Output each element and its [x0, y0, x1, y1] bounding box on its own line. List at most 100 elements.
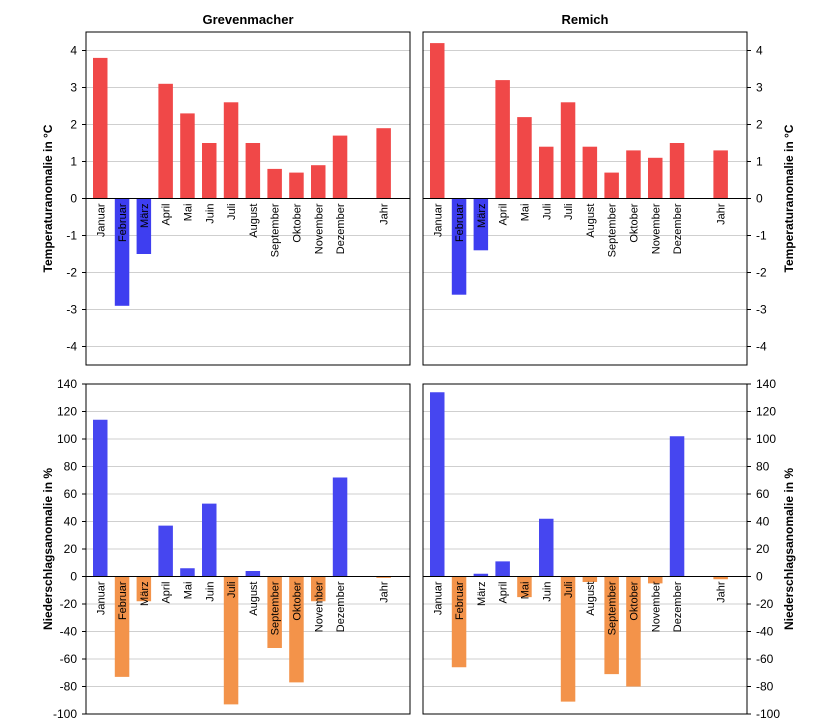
y-tick-label: 2 [70, 118, 77, 132]
y-tick-label: 120 [57, 405, 77, 419]
month-label-oktober: Oktober [628, 203, 640, 242]
bar-juin [202, 503, 217, 577]
bar-november [648, 576, 663, 584]
chart-panel-precip-remich: -100 -80 -60 -40 -20 0 20 40 60 80 100 120 140 Nieder… [422, 377, 796, 721]
bar-dezember [669, 436, 685, 577]
month-label-juli: Juli [541, 204, 553, 221]
bar-november [311, 576, 326, 602]
month-label-november: November [650, 581, 662, 632]
chart-panel-temp-grevenmacher: -4 -3 -2 -1 0 1 2 3 4 Temperaturanomalie in °C Gre… [41, 12, 411, 366]
month-label-september: September [270, 203, 282, 257]
month-label-november: November [313, 203, 325, 254]
month-label-januar: Januar [432, 581, 444, 615]
y-tick-label: 4 [70, 44, 77, 58]
bar-april [495, 80, 510, 199]
y-tick-label: 100 [57, 432, 77, 446]
bar-november [648, 157, 663, 199]
bar-mai [180, 113, 195, 199]
y-tick-label: 20 [756, 542, 770, 556]
month-label-november: November [313, 581, 325, 632]
month-label-jahr: Jahr [379, 581, 391, 603]
month-label-märz: März [476, 582, 488, 606]
month-label-juli: Juli [226, 582, 238, 599]
y-tick-label: 0 [70, 192, 77, 206]
month-label-april: April [161, 204, 173, 226]
y-tick-label: 80 [756, 460, 770, 474]
month-label-august: August [248, 204, 260, 238]
bar-märz [136, 576, 152, 602]
month-label-april: April [498, 582, 510, 604]
bar-februar [451, 198, 467, 295]
y-tick-label: 3 [70, 81, 77, 95]
month-label-oktober: Oktober [291, 203, 303, 242]
y-tick-label: -20 [756, 597, 774, 611]
bar-märz [473, 198, 489, 251]
bar-september [604, 172, 619, 199]
month-label-februar: Februar [117, 581, 129, 620]
y-tick-label: 20 [64, 542, 78, 556]
y-tick-label: -2 [66, 266, 77, 280]
y-tick-label: -80 [756, 680, 774, 694]
bar-januar [93, 57, 108, 199]
month-label-märz: März [139, 204, 151, 228]
month-label-september: September [607, 203, 619, 257]
month-label-dezember: Dezember [335, 581, 347, 632]
y-tick-label: 80 [64, 460, 78, 474]
month-label-juli: Juli [226, 204, 238, 221]
y-tick-label: 120 [756, 405, 776, 419]
month-label-mai: Mai [182, 204, 194, 222]
y-axis-label: Niederschlagsanomalie in % [782, 468, 796, 630]
y-tick-label: -3 [66, 303, 77, 317]
y-tick-label: 3 [756, 81, 763, 95]
month-label-april: April [498, 204, 510, 226]
y-tick-label: 0 [756, 192, 763, 206]
month-label-dezember: Dezember [672, 581, 684, 632]
bar-august [245, 143, 261, 199]
month-label-oktober: Oktober [628, 581, 640, 620]
bar-juin [202, 143, 217, 199]
month-label-august: August [585, 204, 597, 238]
month-label-august: August [585, 582, 597, 616]
y-tick-label: -80 [60, 680, 78, 694]
bar-februar [114, 198, 130, 306]
y-tick-label: -20 [60, 597, 78, 611]
y-tick-label: -2 [756, 266, 767, 280]
bar-oktober [626, 150, 641, 199]
y-tick-label: -100 [53, 707, 77, 721]
y-tick-label: 1 [756, 155, 763, 169]
bar-jahr [713, 576, 728, 580]
month-label-juli: Juli [563, 204, 575, 221]
y-tick-label: 60 [64, 487, 78, 501]
month-label-februar: Februar [117, 203, 129, 242]
bar-dezember [669, 143, 685, 199]
bar-juli [539, 146, 554, 199]
bar-september [267, 576, 282, 648]
y-tick-label: 2 [756, 118, 763, 132]
month-label-mai: Mai [519, 204, 531, 222]
bar-dezember [332, 135, 348, 199]
month-label-oktober: Oktober [291, 581, 303, 620]
y-tick-label: 100 [756, 432, 776, 446]
month-label-jahr: Jahr [379, 203, 391, 225]
month-label-januar: Januar [95, 203, 107, 237]
bar-juli [560, 102, 576, 199]
bar-april [158, 83, 173, 199]
month-label-dezember: Dezember [335, 203, 347, 254]
y-axis-label: Temperaturanomalie in °C [41, 124, 55, 272]
bar-august [582, 576, 598, 582]
bar-februar [451, 576, 467, 668]
bar-juin [539, 518, 554, 577]
month-label-juin: Juin [204, 204, 216, 224]
y-tick-label: 0 [756, 570, 763, 584]
bar-mai [517, 576, 532, 598]
bar-januar [430, 392, 445, 577]
y-tick-label: 40 [756, 515, 770, 529]
month-label-mai: Mai [182, 582, 194, 600]
month-label-juin: Juin [204, 582, 216, 602]
bar-august [245, 571, 261, 577]
month-label-juli: Juli [563, 582, 575, 599]
chart-panel-temp-remich: -4 -3 -2 -1 0 1 2 3 4 Temperaturanomalie in °C Rem… [422, 12, 796, 366]
month-label-juin: Juin [541, 582, 553, 602]
y-tick-label: 140 [57, 377, 77, 391]
